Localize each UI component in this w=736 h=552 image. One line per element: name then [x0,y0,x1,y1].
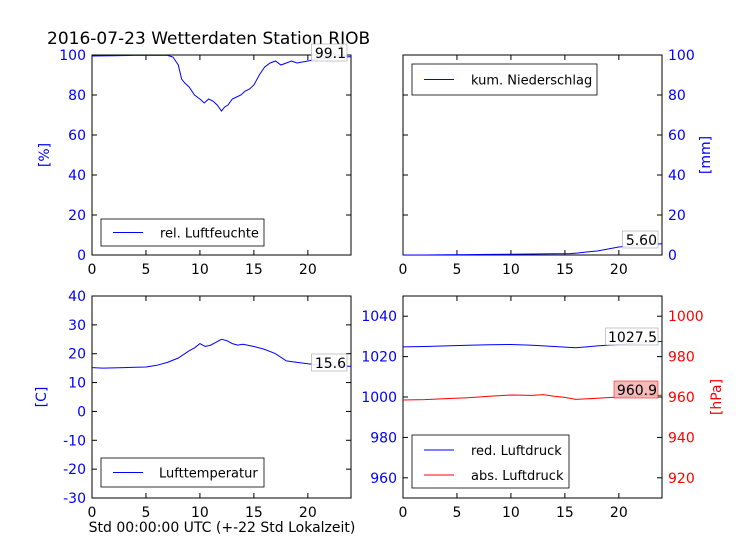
x-tick-label: 5 [141,505,150,521]
series-line-lufttemperatur [92,338,351,369]
x-tick-label: 0 [88,262,97,278]
x-tick-label: 20 [299,262,317,278]
y-tick-label-right: 980 [668,350,695,366]
value-label-box [605,327,659,346]
value-label: 99.1 [315,46,346,62]
x-tick-label: 0 [88,505,97,521]
x-tick-label: 10 [191,262,209,278]
y-tick-label: -30 [63,491,86,507]
y-tick-label: 40 [68,168,86,184]
y-axis-label: [hPa] [709,379,725,415]
y-tick-label: 60 [68,128,86,144]
y-tick-label: 0 [668,248,677,264]
y-tick-label-right: 940 [668,430,695,446]
x-tick-label: 5 [452,262,461,278]
y-tick-label-right: 1000 [668,309,704,325]
value-label-box [311,353,348,372]
value-label-box [622,230,659,249]
value-label: 960.9 [617,383,657,399]
y-tick-label: 0 [77,404,86,420]
y-axis-label: [C] [34,387,50,408]
x-tick-label: 5 [452,505,461,521]
x-tick-label: 10 [502,262,520,278]
y-tick-label: -10 [63,433,86,449]
x-tick-label: 10 [502,505,520,521]
x-tick-label: 20 [299,505,317,521]
y-tick-label: 20 [668,208,686,224]
y-tick-label-right: 960 [668,390,695,406]
y-tick-label: 20 [68,347,86,363]
value-label: 15.6 [315,356,346,372]
value-label: 1027.5 [608,330,657,346]
y-tick-label: 100 [668,48,695,64]
legend-label: abs. Luftdruck [471,469,564,484]
panel-temperature: 0 5 10 15 20 -30 -20 -10 0 10 20 30 40 [C] Lufttempera… [34,289,352,521]
y-tick-label: -20 [63,462,86,478]
y-axis-label: [mm] [698,136,714,174]
x-tick-label: 15 [245,505,263,521]
x-tick-label: 0 [399,262,408,278]
y-tick-label: 1020 [361,350,397,366]
x-tick-label: 20 [610,505,628,521]
y-tick-label: 30 [68,318,86,334]
legend-label: Lufttemperatur [159,467,258,482]
y-tick-label: 0 [77,248,86,264]
plot-frame [91,295,352,499]
series-line-abs-luftdruck [403,394,662,401]
value-label-box [613,380,659,399]
plot-frame [91,54,352,256]
chart-title: 2016-07-23 Wetterdaten Station RJOB [47,29,370,49]
panel-humidity: 0 5 10 15 20 0 20 40 60 80 100 [%] rel. Luftfeuchte 9… [37,43,352,278]
legend-label: kum. Niederschlag [471,74,592,89]
y-tick-label: 80 [68,88,86,104]
x-axis-label: Std 00:00:00 UTC (+-22 Std Lokalzeit) [89,520,356,536]
value-label-box [311,43,348,62]
y-tick-label: 960 [370,471,397,487]
panel-precipitation: 0 5 10 15 20 0 20 40 60 80 100 [mm] kum. Niederschla… [399,48,714,278]
y-tick-label: 1000 [361,390,397,406]
legend-label: red. Luftdruck [471,444,562,459]
y-tick-label: 980 [370,430,397,446]
y-tick-label: 40 [668,168,686,184]
x-tick-label: 15 [556,262,574,278]
panel-pressure: 0 5 10 15 20 960 980 1000 1020 1040 920 940 960 980 10… [361,295,725,521]
y-tick-label: 80 [668,88,686,104]
y-tick-label: 100 [59,48,86,64]
y-tick-label: 20 [68,208,86,224]
legend-box [411,434,570,489]
y-tick-label: 10 [68,376,86,392]
legend-label: rel. Luftfeuchte [160,227,259,242]
x-tick-label: 15 [245,262,263,278]
y-axis-label: [%] [37,143,53,167]
x-tick-label: 15 [556,505,574,521]
series-line-rel-luftfeuchte [92,55,351,112]
x-tick-label: 10 [191,505,209,521]
x-tick-label: 0 [399,505,408,521]
y-tick-label: 1040 [361,309,397,325]
plot-frame [402,54,663,256]
x-tick-label: 20 [610,262,628,278]
x-tick-label: 5 [141,262,150,278]
value-label: 5.60 [626,233,657,249]
y-tick-label: 60 [668,128,686,144]
y-tick-label-right: 920 [668,471,695,487]
y-tick-label: 40 [68,289,86,305]
